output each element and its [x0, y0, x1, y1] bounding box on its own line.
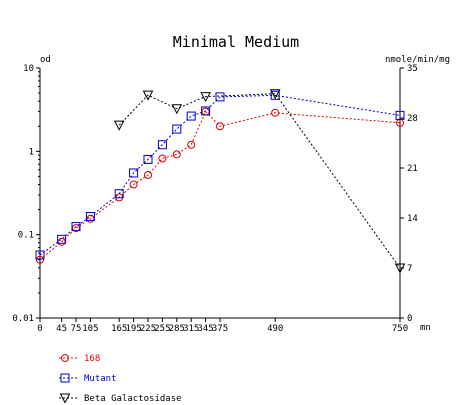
y-left-tick-label: 10 — [23, 64, 34, 74]
x-tick-label: 45 — [56, 324, 67, 334]
data-point — [114, 189, 124, 199]
y-left-tick-label: 0.1 — [18, 231, 34, 241]
x-tick-label: 315 — [183, 324, 199, 334]
data-point — [269, 89, 281, 100]
data-point — [144, 170, 152, 179]
x-unit: mn — [420, 323, 431, 333]
data-point — [270, 90, 280, 100]
x-tick-label: 105 — [82, 324, 98, 334]
y-right-unit: nmole/min/mg — [385, 55, 450, 65]
y-right-tick-label: 28 — [407, 114, 418, 124]
x-tick-label: 195 — [125, 324, 141, 334]
series-line — [39, 94, 401, 256]
legend-marker — [59, 393, 71, 404]
y-right-tick-label: 7 — [407, 264, 412, 274]
y-right-ticks: 0 7 14 21 28 35 — [400, 64, 418, 324]
data-point — [271, 108, 280, 117]
legend-marker — [60, 373, 70, 383]
y-left-ticks: 0.01 0.1 1 10 — [12, 64, 40, 324]
legend-item: Beta Galactosidase — [59, 393, 182, 404]
data-point — [201, 106, 211, 116]
chart-title: Minimal Medium — [173, 33, 299, 51]
legend-label: 168 — [84, 354, 100, 364]
data-point — [395, 110, 405, 120]
y-left-unit: od — [40, 55, 51, 65]
legend-item: Mutant — [59, 373, 117, 384]
data-point — [172, 124, 182, 134]
data-point — [36, 255, 44, 264]
data-point — [215, 92, 225, 102]
x-tick-label: 0 — [37, 324, 42, 334]
data-point — [35, 250, 45, 260]
data-point — [186, 111, 196, 121]
x-tick-label: 375 — [212, 324, 228, 334]
x-tick-label: 255 — [154, 324, 170, 334]
data-point — [71, 222, 81, 232]
data-point — [200, 92, 211, 103]
x-tick-label: 165 — [111, 324, 127, 334]
y-right-tick-label: 0 — [407, 314, 412, 324]
series-2 — [113, 89, 406, 274]
series-line — [118, 93, 401, 269]
legend-label: Mutant — [84, 374, 117, 384]
x-tick-label: 750 — [392, 324, 408, 334]
legend-label: Beta Galactosidase — [84, 394, 182, 404]
x-tick-label: 345 — [197, 324, 213, 334]
data-point — [85, 212, 95, 222]
data-point — [113, 120, 125, 131]
legend-marker — [61, 354, 69, 362]
y-left-tick-label: 0.01 — [12, 314, 34, 324]
data-point — [172, 150, 181, 159]
series-layer — [35, 89, 406, 274]
data-point — [57, 234, 67, 244]
data-point — [394, 263, 406, 274]
x-tick-label: 490 — [267, 324, 283, 334]
data-point — [216, 122, 224, 131]
series-1 — [35, 90, 405, 260]
x-tick-label: 285 — [169, 324, 185, 334]
data-point — [187, 140, 196, 149]
series-line — [39, 110, 401, 261]
x-tick-label: 75 — [71, 324, 82, 334]
data-point — [143, 154, 153, 164]
data-point — [129, 180, 138, 189]
legend-item: 168 — [59, 354, 100, 364]
data-point — [158, 154, 167, 163]
series-0 — [36, 107, 404, 264]
legend: 168 Mutant Beta Galactosidase — [59, 354, 182, 404]
data-point — [142, 90, 154, 101]
y-right-tick-label: 14 — [407, 214, 418, 224]
x-tick-label: 225 — [140, 324, 156, 334]
y-right-tick-label: 21 — [407, 164, 418, 174]
data-point — [129, 168, 139, 178]
y-right-tick-label: 35 — [407, 64, 418, 74]
data-point — [157, 140, 167, 150]
y-left-tick-label: 1 — [29, 147, 34, 157]
data-point — [171, 104, 183, 115]
